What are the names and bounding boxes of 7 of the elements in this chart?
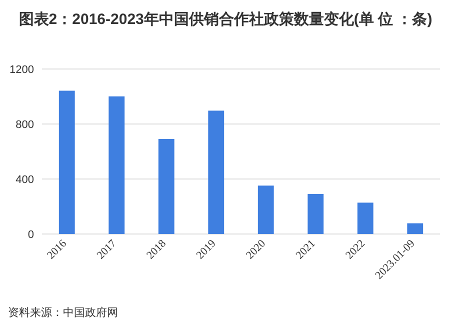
y-tick-label: 400 bbox=[16, 174, 34, 186]
text: 资料来源：中国政府网 bbox=[8, 306, 118, 319]
y-tick-label: 0 bbox=[28, 229, 34, 241]
y-tick-label: 800 bbox=[16, 119, 34, 131]
title: 图表2：2016-2023年中国供销合作社政策数量变化(单 位 ：条) bbox=[18, 11, 432, 28]
y-tick-label: 1200 bbox=[10, 64, 34, 76]
x-tick-label: 2021 bbox=[294, 238, 318, 262]
